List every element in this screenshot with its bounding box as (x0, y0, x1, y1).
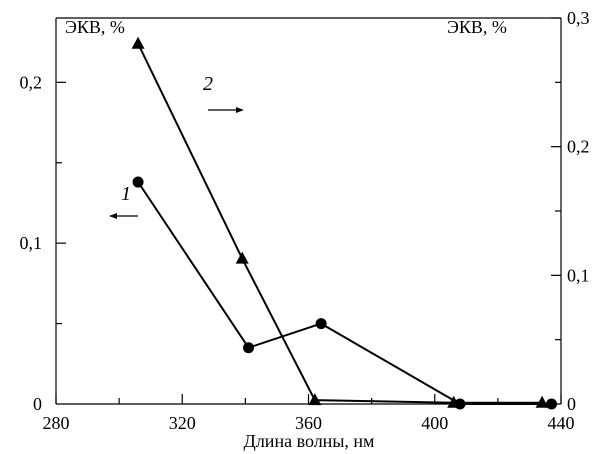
left-y-tick-label: 0,1 (20, 233, 43, 253)
x-tick-label: 320 (169, 413, 196, 433)
left-y-axis-title: ЭКВ, % (65, 17, 125, 37)
series-1-point (315, 318, 327, 330)
x-tick-label: 360 (295, 413, 322, 433)
series-2-point (535, 395, 549, 408)
right-arrow-icon (208, 107, 244, 113)
series-1-annotation: 1 (109, 183, 138, 219)
series-layer (131, 36, 558, 410)
series-2-point (308, 393, 322, 406)
series-1-line (137, 181, 552, 405)
x-tick-label: 440 (548, 413, 575, 433)
right-y-tick-label: 0,3 (567, 8, 590, 28)
series-1-point (546, 398, 558, 410)
right-y-tick-label: 0 (567, 394, 576, 414)
series-2-line (137, 43, 543, 404)
series-2-point (131, 36, 145, 49)
left-arrow-icon (109, 213, 138, 219)
series-2-point (235, 251, 249, 264)
series-2-label: 2 (203, 73, 213, 95)
x-tick-label: 400 (421, 413, 448, 433)
left-y-tick-label: 0 (33, 394, 42, 414)
x-axis-title: Длина волны, нм (244, 431, 375, 451)
left-y-tick-label: 0,2 (20, 72, 43, 92)
series-1-point (243, 342, 255, 354)
series-1-label: 1 (121, 183, 131, 205)
right-y-tick-label: 0,2 (567, 137, 590, 157)
axes (55, 17, 562, 405)
ticks (55, 17, 562, 404)
series-1-point (132, 176, 144, 188)
series-2-point (447, 395, 461, 408)
series-2-annotation: 2 (203, 73, 244, 113)
right-y-tick-label: 0,1 (567, 265, 590, 285)
right-y-axis-title: ЭКВ, % (447, 17, 507, 37)
x-tick-label: 280 (43, 413, 70, 433)
